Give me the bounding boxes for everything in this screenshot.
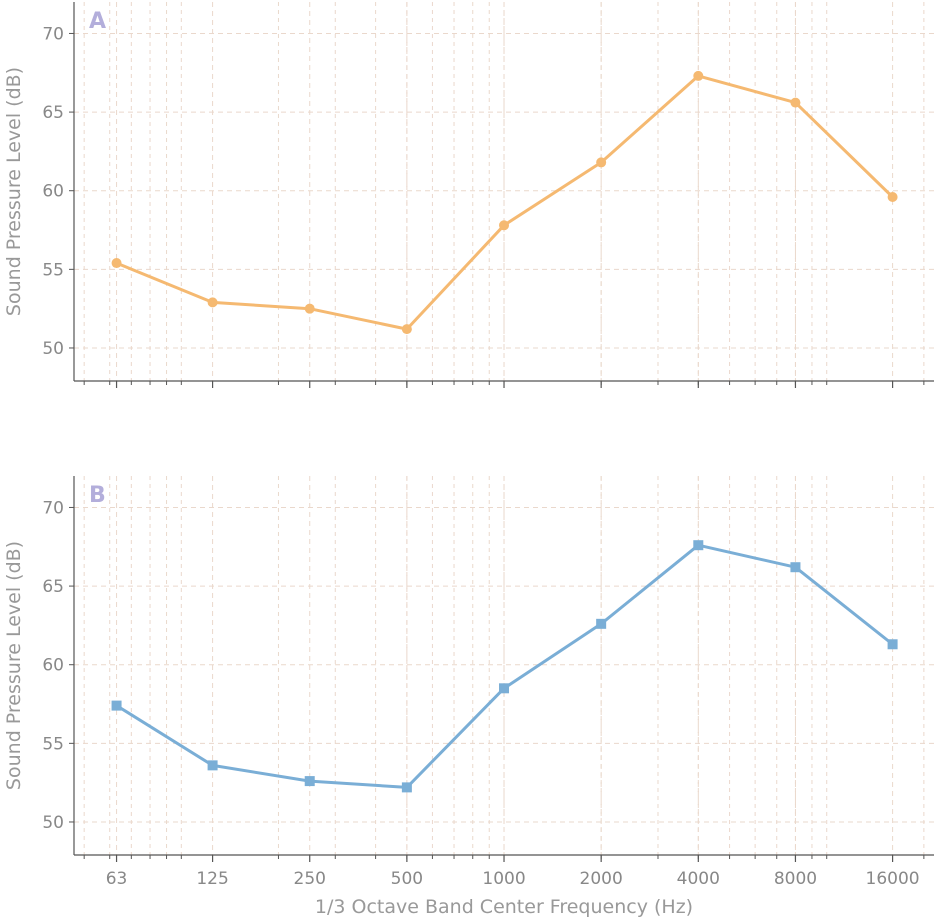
panel-b: 50 55 60 65 70 63 125 250 500 1000 2000 4000 8000 160… xyxy=(3,476,934,918)
data-point xyxy=(887,192,898,203)
y-axis-label: Sound Pressure Level (dB) xyxy=(3,67,25,316)
data-point xyxy=(596,157,607,168)
y-tick-label: 65 xyxy=(42,577,64,597)
panel-label: A xyxy=(89,9,106,34)
x-tick-label: 4000 xyxy=(677,869,720,889)
data-point xyxy=(693,70,704,81)
data-point xyxy=(887,639,898,650)
data-point xyxy=(111,258,122,269)
data-point xyxy=(111,700,122,711)
panel-label: B xyxy=(89,483,106,508)
y-tick-label: 70 xyxy=(42,498,64,518)
series-line xyxy=(115,543,894,789)
data-point xyxy=(790,97,801,108)
x-tick-label: 8000 xyxy=(774,869,817,889)
y-tick-label: 50 xyxy=(42,813,64,833)
x-tick-label: 16000 xyxy=(866,869,920,889)
data-point xyxy=(304,303,315,314)
x-tick-label: 250 xyxy=(294,869,326,889)
data-point xyxy=(790,562,801,573)
x-axis-label: 1/3 Octave Band Center Frequency (Hz) xyxy=(315,896,693,918)
panel-a: 50 55 60 65 70 Sound Pressure Level (dB) A xyxy=(3,2,934,388)
y-axis-label: Sound Pressure Level (dB) xyxy=(3,541,25,790)
x-tick-label: 500 xyxy=(391,869,423,889)
data-point xyxy=(499,683,510,694)
series-line xyxy=(116,74,894,331)
x-tick-label: 125 xyxy=(196,869,228,889)
data-point xyxy=(401,324,412,335)
data-point xyxy=(304,776,315,787)
data-point xyxy=(207,760,218,771)
y-tick-label: 70 xyxy=(42,24,64,44)
data-point xyxy=(401,782,412,793)
data-point xyxy=(693,540,704,551)
x-tick-label: 63 xyxy=(106,869,128,889)
data-point xyxy=(207,297,218,308)
y-tick-label: 60 xyxy=(42,182,64,202)
y-tick-label: 65 xyxy=(42,103,64,123)
x-tick-label: 1000 xyxy=(482,869,525,889)
y-tick-label: 55 xyxy=(42,260,64,280)
data-point xyxy=(596,618,607,629)
y-tick-label: 60 xyxy=(42,656,64,676)
data-point xyxy=(499,220,510,231)
y-tick-label: 55 xyxy=(42,734,64,754)
x-tick-label: 2000 xyxy=(580,869,623,889)
y-tick-label: 50 xyxy=(42,339,64,359)
